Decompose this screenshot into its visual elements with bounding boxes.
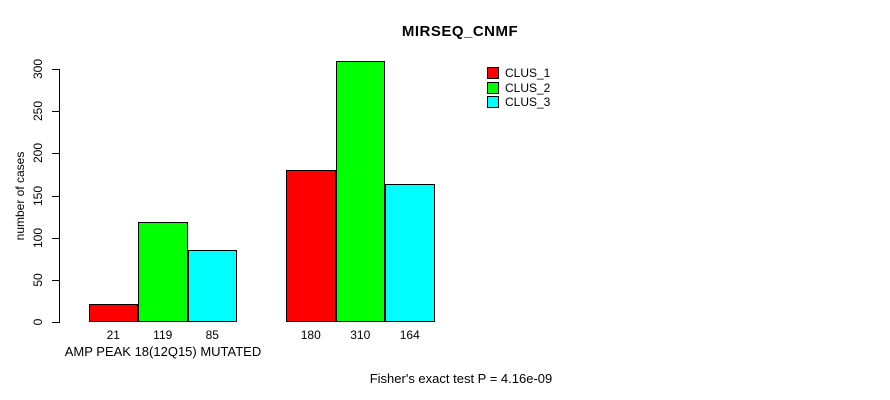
y-axis-tick [52, 322, 59, 323]
legend-swatch-clus-3 [487, 96, 499, 109]
legend-item-clus-1: CLUS_1 [487, 66, 550, 81]
bar-clus_2-group1 [138, 221, 188, 322]
bar-clus_1-group2 [286, 170, 336, 322]
bar-clus_3-group2 [385, 183, 435, 322]
chart-title: MIRSEQ_CNMF [401, 23, 519, 40]
y-axis-tick-label: 300 [31, 58, 45, 80]
legend: CLUS_1 CLUS_2 CLUS_3 [487, 66, 550, 110]
bar-value-label: 21 [106, 328, 120, 342]
y-axis-tick-label: 0 [31, 318, 45, 326]
legend-swatch-clus-2 [487, 81, 499, 94]
y-axis-tick [52, 237, 59, 239]
legend-label-clus-3: CLUS_3 [505, 95, 551, 110]
legend-item-clus-2: CLUS_2 [487, 81, 550, 96]
y-axis-tick [52, 153, 59, 155]
bar-value-label: 180 [300, 328, 321, 342]
y-axis-tick-label: 50 [31, 273, 45, 287]
y-axis-tick [52, 279, 59, 281]
fisher-test-annotation: Fisher's exact test P = 4.16e-09 [369, 371, 553, 386]
y-axis-tick-label: 200 [31, 143, 45, 164]
legend-swatch-clus-1 [487, 67, 499, 80]
y-axis-label: number of cases [13, 151, 27, 241]
bar-clus_3-group1 [187, 250, 237, 322]
y-axis-tick-label: 100 [31, 227, 45, 248]
y-axis-tick-label: 150 [31, 185, 45, 206]
bar-clus_2-group2 [335, 60, 385, 322]
bar-value-label: 310 [350, 328, 371, 342]
bar-value-label: 119 [153, 328, 173, 342]
y-axis-tick-label: 250 [31, 101, 45, 122]
legend-label-clus-2: CLUS_2 [505, 80, 551, 95]
bar-clus_1-group1 [88, 304, 138, 322]
legend-item-clus-3: CLUS_3 [487, 95, 550, 110]
y-axis-tick [52, 195, 59, 197]
legend-label-clus-1: CLUS_1 [505, 66, 551, 81]
y-axis-line [59, 69, 60, 323]
bar-value-label: 85 [205, 328, 219, 342]
x-axis-label: AMP PEAK 18(12Q15) MUTATED [64, 344, 262, 359]
y-axis-tick [52, 111, 59, 113]
y-axis-tick [52, 69, 59, 70]
bar-value-label: 164 [399, 328, 420, 342]
